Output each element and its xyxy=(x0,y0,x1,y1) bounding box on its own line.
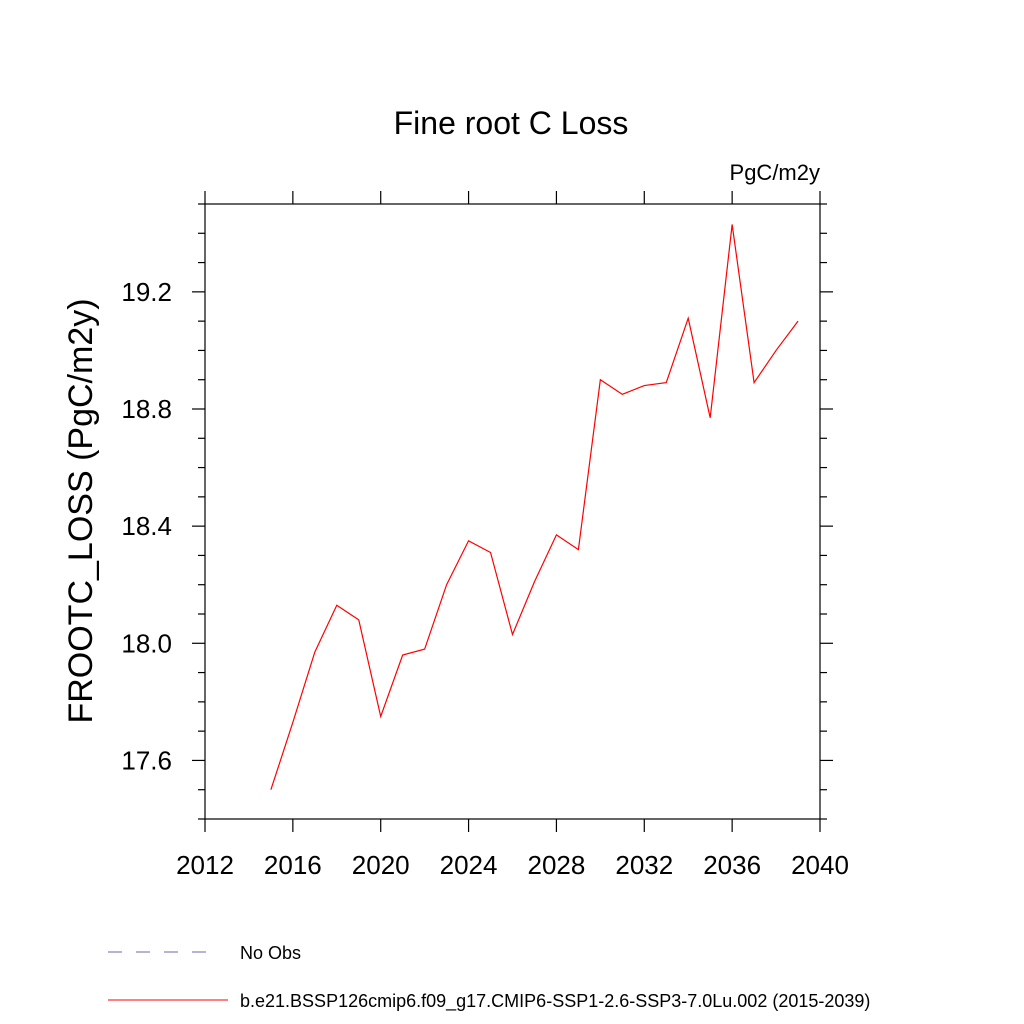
x-tick-label: 2016 xyxy=(264,850,322,880)
legend-label-0: No Obs xyxy=(240,943,301,963)
x-tick-label: 2036 xyxy=(703,850,761,880)
x-tick-label: 2028 xyxy=(528,850,586,880)
units-label: PgC/m2y xyxy=(730,160,820,185)
x-tick-label: 2024 xyxy=(440,850,498,880)
series-line-0 xyxy=(270,224,799,790)
y-tick-label: 18.0 xyxy=(121,628,172,658)
chart-title: Fine root C Loss xyxy=(394,105,629,141)
y-axis-label: FROOTC_LOSS (PgC/m2y) xyxy=(62,298,100,723)
y-tick-label: 18.4 xyxy=(121,511,172,541)
x-tick-label: 2012 xyxy=(176,850,234,880)
y-tick-label: 17.6 xyxy=(121,745,172,775)
plot-frame xyxy=(204,203,821,820)
y-tick-label: 19.2 xyxy=(121,277,172,307)
x-tick-label: 2040 xyxy=(791,850,849,880)
legend-label-1: b.e21.BSSP126cmip6.f09_g17.CMIP6-SSP1-2.… xyxy=(240,991,870,1012)
x-tick-label: 2020 xyxy=(352,850,410,880)
y-tick-label: 18.8 xyxy=(121,394,172,424)
x-tick-label: 2032 xyxy=(615,850,673,880)
